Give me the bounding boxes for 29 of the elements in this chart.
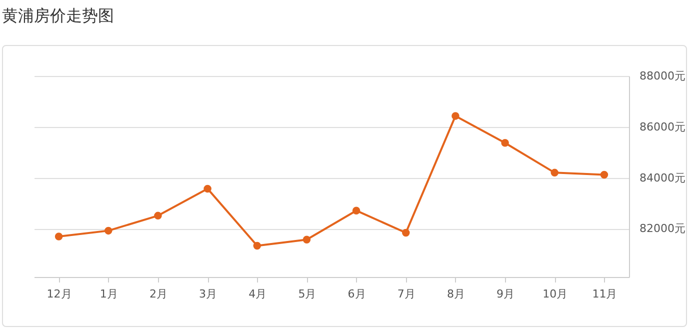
point bbox=[302, 236, 311, 244]
point bbox=[501, 139, 509, 147]
point bbox=[253, 242, 261, 250]
y-tick-label: 86000元 bbox=[640, 120, 686, 134]
y-tick-label: 82000元 bbox=[640, 222, 686, 236]
x-tick-label: 2月 bbox=[149, 288, 168, 300]
point bbox=[452, 112, 460, 120]
point bbox=[154, 212, 162, 220]
x-tick-label: 12月 bbox=[46, 288, 72, 300]
x-tick-label: 5月 bbox=[298, 288, 316, 300]
x-tick-label: 9月 bbox=[496, 288, 515, 300]
point bbox=[402, 228, 410, 237]
point bbox=[54, 232, 63, 240]
x-tick-label: 1月 bbox=[100, 288, 118, 300]
x-tick-label: 4月 bbox=[248, 288, 267, 300]
point bbox=[550, 168, 558, 177]
x-tick-label: 7月 bbox=[397, 288, 416, 300]
x-tick-label: 10月 bbox=[542, 288, 568, 300]
point bbox=[600, 170, 608, 179]
point bbox=[204, 184, 212, 193]
point bbox=[352, 206, 360, 214]
x-tick-label: 8月 bbox=[446, 288, 465, 300]
x-tick-label: 11月 bbox=[592, 288, 618, 300]
chart-title: 黄浦房价走势图 bbox=[2, 6, 114, 27]
point bbox=[104, 226, 112, 235]
y-tick-label: 84000元 bbox=[640, 171, 686, 184]
x-tick-label: 6月 bbox=[348, 288, 366, 300]
x-tick-label: 3月 bbox=[199, 288, 218, 300]
y-tick-label: 88000元 bbox=[640, 70, 686, 82]
